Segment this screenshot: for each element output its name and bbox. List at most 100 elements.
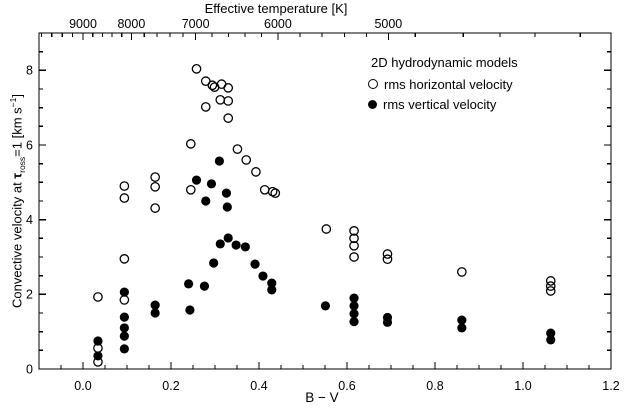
data-point-open [232, 144, 243, 154]
data-point-open [223, 83, 234, 93]
top-axis-tick-label: 5000 [374, 17, 402, 31]
data-point-filled [221, 188, 232, 198]
data-point-open [270, 188, 281, 199]
data-point-open [185, 184, 196, 195]
y-axis-title-subscript: ross [16, 156, 27, 173]
data-point-filled [119, 323, 129, 333]
data-point-open [349, 233, 359, 244]
data-point-filled [349, 316, 359, 327]
data-point-filled [250, 259, 260, 269]
y-axis-tick-label: 4 [26, 213, 33, 227]
top-axis-title: Effective temperature [K] [204, 1, 348, 16]
data-point-open [545, 281, 556, 291]
data-point-filled [214, 156, 224, 166]
data-point-open [215, 94, 226, 105]
data-point-filled [206, 179, 217, 189]
data-point-filled [457, 323, 467, 333]
legend-item-vertical-velocity: rms vertical velocity [368, 94, 518, 114]
y-axis-title-mid: =1 [km s [9, 107, 25, 157]
data-point-open [349, 252, 359, 262]
data-point-open [545, 286, 556, 296]
data-point-filled [150, 300, 160, 310]
legend: 2D hydrodynamic models rms horizontal ve… [368, 54, 518, 114]
data-point-open [251, 167, 261, 177]
data-point-filled [215, 239, 225, 249]
data-point-open [241, 155, 252, 165]
legend-item-horizontal-velocity: rms horizontal velocity [368, 74, 518, 94]
data-point-open [349, 226, 359, 236]
data-point-open [456, 267, 467, 277]
open-circle-marker-icon [368, 79, 378, 89]
data-point-open [93, 357, 103, 367]
data-point-filled [267, 278, 277, 288]
data-point-filled [184, 279, 194, 289]
data-point-open [349, 240, 359, 251]
x-axis-tick-label: 1.2 [602, 379, 619, 393]
top-axis-tick-label: 9000 [69, 17, 97, 31]
data-point-filled [223, 233, 233, 243]
data-point-open [545, 276, 556, 286]
data-point-filled [258, 271, 268, 281]
data-point-open [207, 80, 218, 91]
data-point-filled [222, 202, 232, 212]
data-point-filled [191, 175, 202, 185]
data-point-open [191, 63, 202, 74]
y-axis-title-prefix: Convective velocity at [9, 178, 25, 309]
data-point-filled [201, 196, 211, 206]
data-point-filled [546, 328, 556, 338]
data-point-open [382, 249, 393, 259]
data-point-filled [349, 309, 359, 319]
x-axis-tick-label: 1.0 [514, 379, 531, 393]
y-axis-title-suffix: ] [9, 93, 25, 98]
data-point-filled [382, 317, 393, 327]
data-point-open [119, 295, 130, 305]
data-point-filled [119, 312, 129, 322]
data-point-filled [209, 258, 219, 268]
tau-symbol: τ [9, 172, 25, 179]
data-point-filled [320, 301, 331, 311]
data-point-open [150, 181, 161, 192]
legend-item-label: rms vertical velocity [383, 96, 497, 112]
data-point-filled [93, 336, 103, 346]
y-axis-tick-label: 6 [26, 138, 33, 152]
x-axis-tick-label: 0.2 [162, 379, 179, 393]
data-point-open [185, 139, 196, 149]
y-axis-tick-label: 0 [26, 362, 33, 376]
data-point-open [119, 181, 130, 191]
data-point-filled [546, 335, 556, 345]
top-axis-tick-label: 6000 [264, 17, 292, 31]
data-point-filled [199, 281, 210, 291]
data-point-filled [267, 285, 277, 295]
y-axis-title: Convective velocity at τross=1 [km s−1] [2, 21, 27, 381]
data-point-filled [457, 315, 467, 325]
data-point-open [321, 224, 332, 234]
data-point-filled [150, 308, 160, 318]
y-axis-tick-label: 2 [26, 288, 33, 302]
data-point-filled [231, 240, 241, 250]
data-point-filled [349, 293, 359, 303]
data-point-filled [240, 242, 250, 252]
data-point-open [223, 96, 234, 106]
data-point-filled [119, 344, 129, 354]
data-point-filled [185, 305, 195, 315]
data-point-open [93, 343, 103, 353]
data-point-open [200, 102, 211, 112]
top-axis-tick-label: 7000 [182, 17, 210, 31]
data-point-open [150, 203, 161, 213]
x-axis-title: B − V [305, 390, 339, 405]
data-point-filled [349, 301, 359, 311]
data-point-filled [119, 331, 129, 341]
legend-item-label: rms horizontal velocity [384, 76, 513, 92]
data-point-open [259, 184, 270, 195]
x-axis-tick-label: 0.0 [74, 379, 91, 393]
data-point-open [119, 254, 130, 264]
data-point-filled [119, 287, 129, 297]
data-point-open [223, 113, 234, 123]
data-point-open [119, 193, 130, 203]
y-axis-tick-label: 8 [26, 64, 33, 78]
y-axis-title-superscript: −1 [8, 97, 18, 108]
data-point-open [382, 254, 393, 265]
data-point-open [150, 172, 161, 182]
